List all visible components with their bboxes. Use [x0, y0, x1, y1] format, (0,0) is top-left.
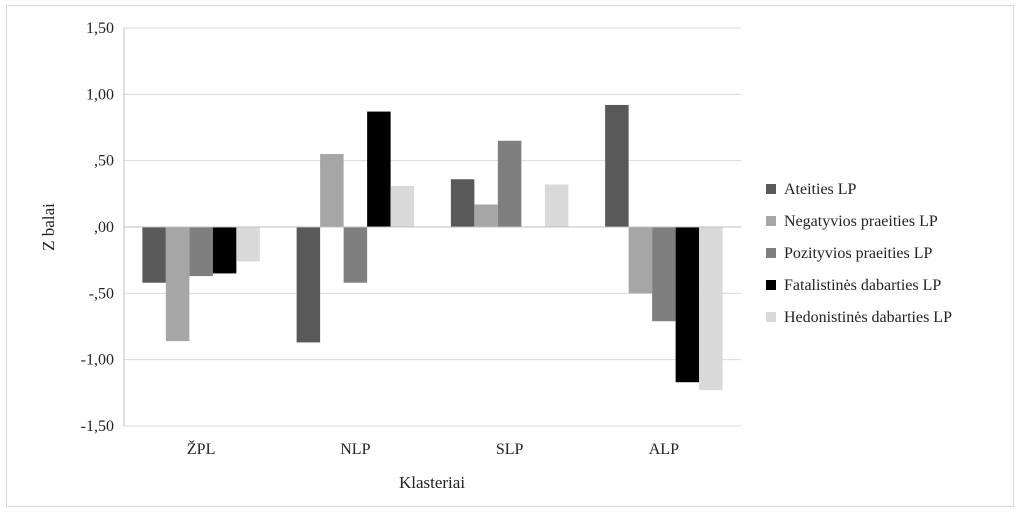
bar	[699, 227, 723, 391]
y-tick-label: -1,50	[81, 418, 114, 435]
legend-swatch	[766, 280, 776, 290]
y-tick-label: 1,50	[86, 20, 114, 37]
legend-label: Negatyvios praeities LP	[784, 213, 938, 230]
legend-swatch	[766, 312, 776, 322]
y-tick-labels: 1,50 1,00 ,50 ,00 -,50 -1,00 -1,50	[81, 20, 114, 435]
bar	[142, 227, 166, 283]
legend-label: Fatalistinės dabarties LP	[784, 277, 941, 294]
bar	[390, 185, 415, 227]
gridlines	[124, 27, 741, 427]
bar	[652, 227, 676, 322]
bar	[450, 179, 475, 227]
legend-label: Ateities LP	[784, 181, 857, 198]
bar	[165, 227, 190, 342]
legend-label: Hedonistinės dabarties LP	[784, 309, 952, 326]
bar	[628, 227, 653, 294]
x-tick-label: SLP	[496, 441, 524, 458]
legend-swatch	[766, 216, 776, 226]
y-tick-label: ,50	[94, 153, 114, 170]
y-axis-title: Z balai	[39, 203, 58, 251]
y-tick-label: 1,00	[86, 86, 114, 103]
bar	[296, 227, 321, 343]
bars	[142, 104, 723, 391]
legend-swatch	[766, 184, 776, 194]
bar	[497, 140, 522, 227]
bar	[320, 154, 344, 227]
y-tick-label: -1,00	[81, 352, 114, 369]
bar	[605, 104, 629, 227]
x-tick-label: ALP	[649, 441, 679, 458]
bar	[544, 184, 569, 227]
bar	[343, 227, 368, 283]
x-tick-label: ŽPL	[187, 439, 215, 458]
bar	[367, 111, 391, 227]
legend-label: Pozityvios praeities LP	[784, 245, 933, 262]
x-tick-label: NLP	[340, 441, 370, 458]
y-tick-label: ,00	[94, 219, 114, 236]
legend-swatch	[766, 248, 776, 258]
x-axis-title: Klasteriai	[399, 473, 465, 492]
x-tick-labels: ŽPL NLP SLP ALP	[187, 439, 679, 458]
bar	[675, 227, 700, 383]
bar	[474, 204, 498, 227]
y-tick-label: -,50	[89, 285, 114, 302]
bar	[189, 227, 213, 277]
bar	[212, 227, 237, 274]
bar	[236, 227, 260, 262]
legend: Ateities LP Negatyvios praeities LP Pozity…	[766, 181, 952, 326]
axes	[123, 28, 741, 426]
